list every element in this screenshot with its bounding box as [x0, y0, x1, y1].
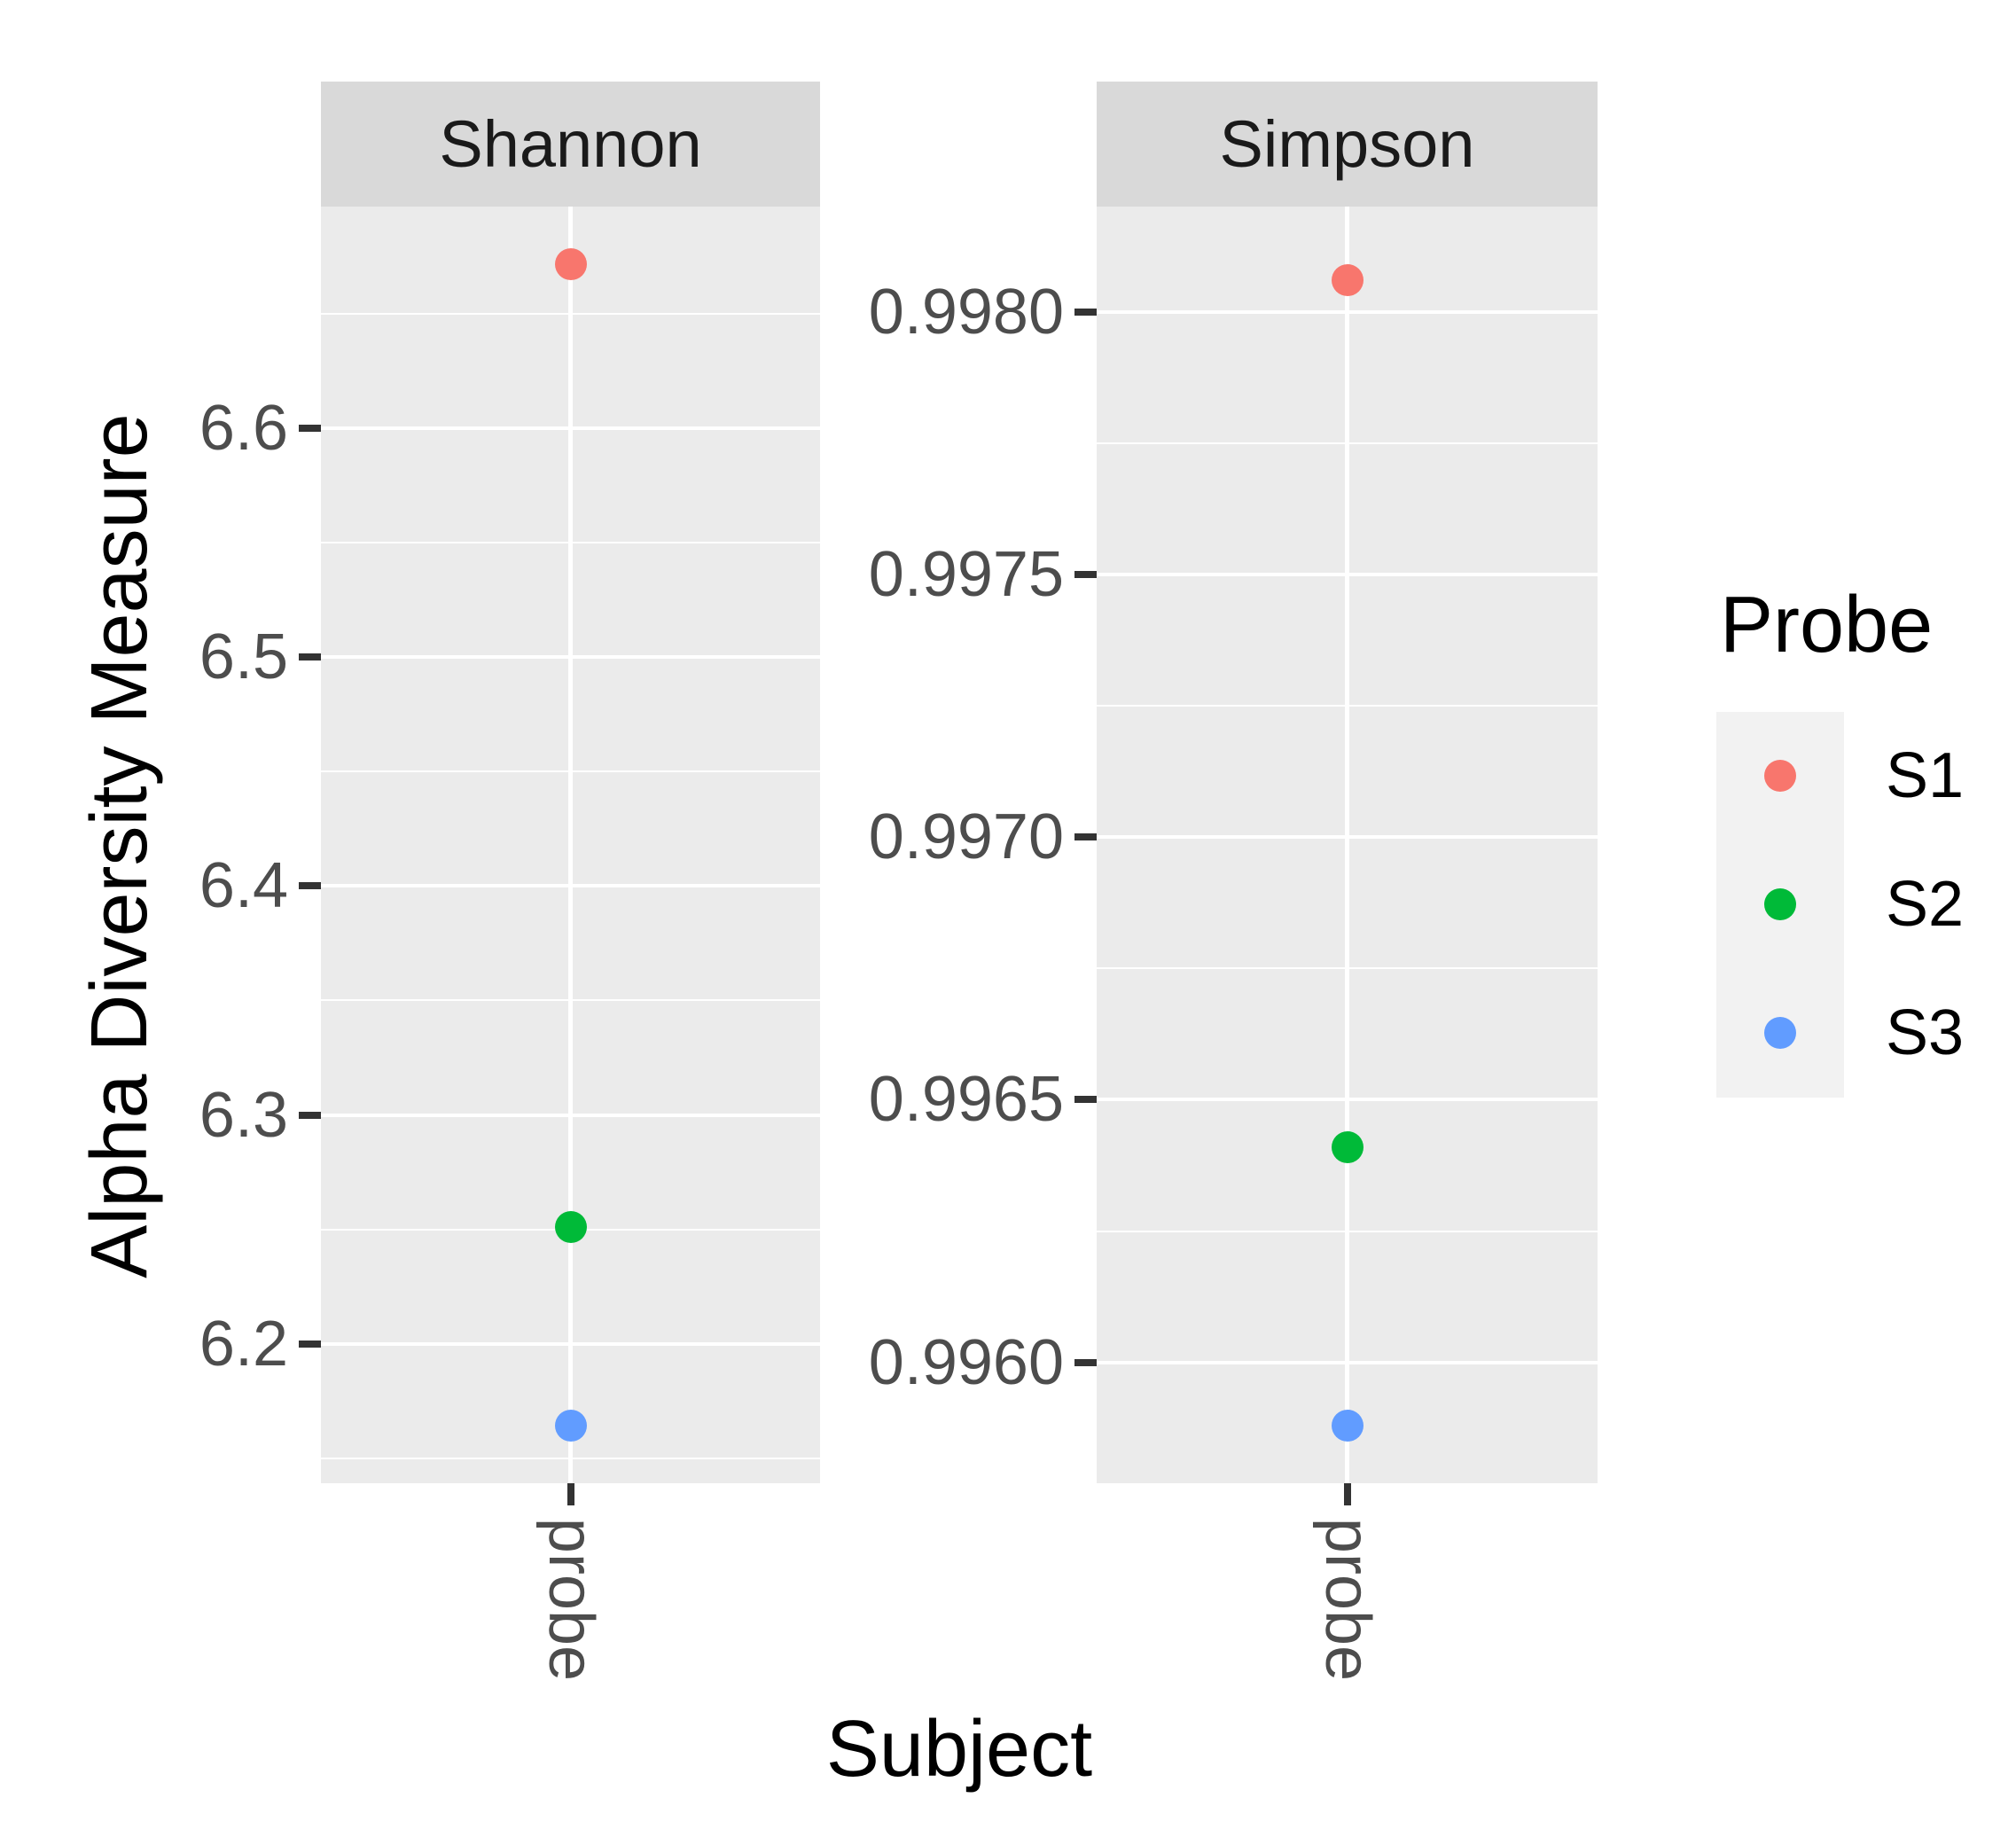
y-tick-mark — [299, 882, 321, 890]
y-tick-label: 6.6 — [199, 393, 288, 465]
x-major-gridline — [1345, 207, 1349, 1483]
legend-label-s1: S1 — [1886, 740, 1965, 811]
panel-shannon — [321, 207, 820, 1483]
y-tick-mark — [299, 1111, 321, 1119]
y-tick-label: 6.4 — [199, 850, 288, 922]
legend-label-s3: S3 — [1886, 997, 1965, 1068]
legend-key-s2 — [1716, 840, 1844, 969]
y-tick-mark — [1074, 570, 1097, 578]
y-tick-label: 0.9970 — [868, 801, 1064, 873]
y-tick-label: 0.9975 — [868, 538, 1064, 610]
x-axis-title: Subject — [825, 1705, 1093, 1794]
legend-key-s3 — [1716, 969, 1844, 1098]
x-tick-mark — [567, 1483, 574, 1505]
y-tick-mark — [299, 653, 321, 661]
x-major-gridline — [568, 207, 573, 1483]
x-tick-label-probe: probe — [1311, 1517, 1383, 1682]
data-point-s1-simpson — [1331, 263, 1364, 296]
y-tick-label: 0.9960 — [868, 1326, 1064, 1398]
y-tick-label: 0.9980 — [868, 276, 1064, 348]
facet-strip-simpson-label: Simpson — [1219, 107, 1475, 181]
x-tick-label-probe: probe — [535, 1517, 606, 1682]
facet-strip-shannon-label: Shannon — [439, 107, 702, 181]
y-tick-label: 6.2 — [199, 1308, 288, 1380]
y-tick-mark — [1074, 1358, 1097, 1366]
legend-dot-s3 — [1764, 1017, 1796, 1049]
y-tick-mark — [1074, 1096, 1097, 1104]
legend-dot-s1 — [1764, 760, 1796, 792]
legend-title: Probe — [1720, 581, 1934, 669]
x-tick-mark — [1343, 1483, 1351, 1505]
data-point-s2-shannon — [554, 1210, 587, 1243]
y-tick-mark — [299, 425, 321, 433]
y-tick-label: 6.3 — [199, 1079, 288, 1151]
y-tick-mark — [299, 1340, 321, 1348]
y-tick-label: 6.5 — [199, 621, 288, 693]
legend-label-s2: S2 — [1886, 869, 1965, 940]
data-point-s3-simpson — [1331, 1409, 1364, 1442]
legend-key-s1 — [1716, 712, 1844, 840]
legend-dot-s2 — [1764, 888, 1796, 920]
y-tick-label: 0.9965 — [868, 1064, 1064, 1136]
data-point-s2-simpson — [1331, 1130, 1364, 1163]
facet-strip-simpson: Simpson — [1097, 82, 1598, 207]
panel-simpson — [1097, 207, 1598, 1483]
data-point-s1-shannon — [554, 247, 587, 280]
facet-strip-shannon: Shannon — [321, 82, 820, 207]
y-axis-title: Alpha Diversity Measure — [75, 413, 164, 1278]
y-tick-mark — [1074, 833, 1097, 841]
y-tick-mark — [1074, 308, 1097, 316]
data-point-s3-shannon — [554, 1410, 587, 1442]
